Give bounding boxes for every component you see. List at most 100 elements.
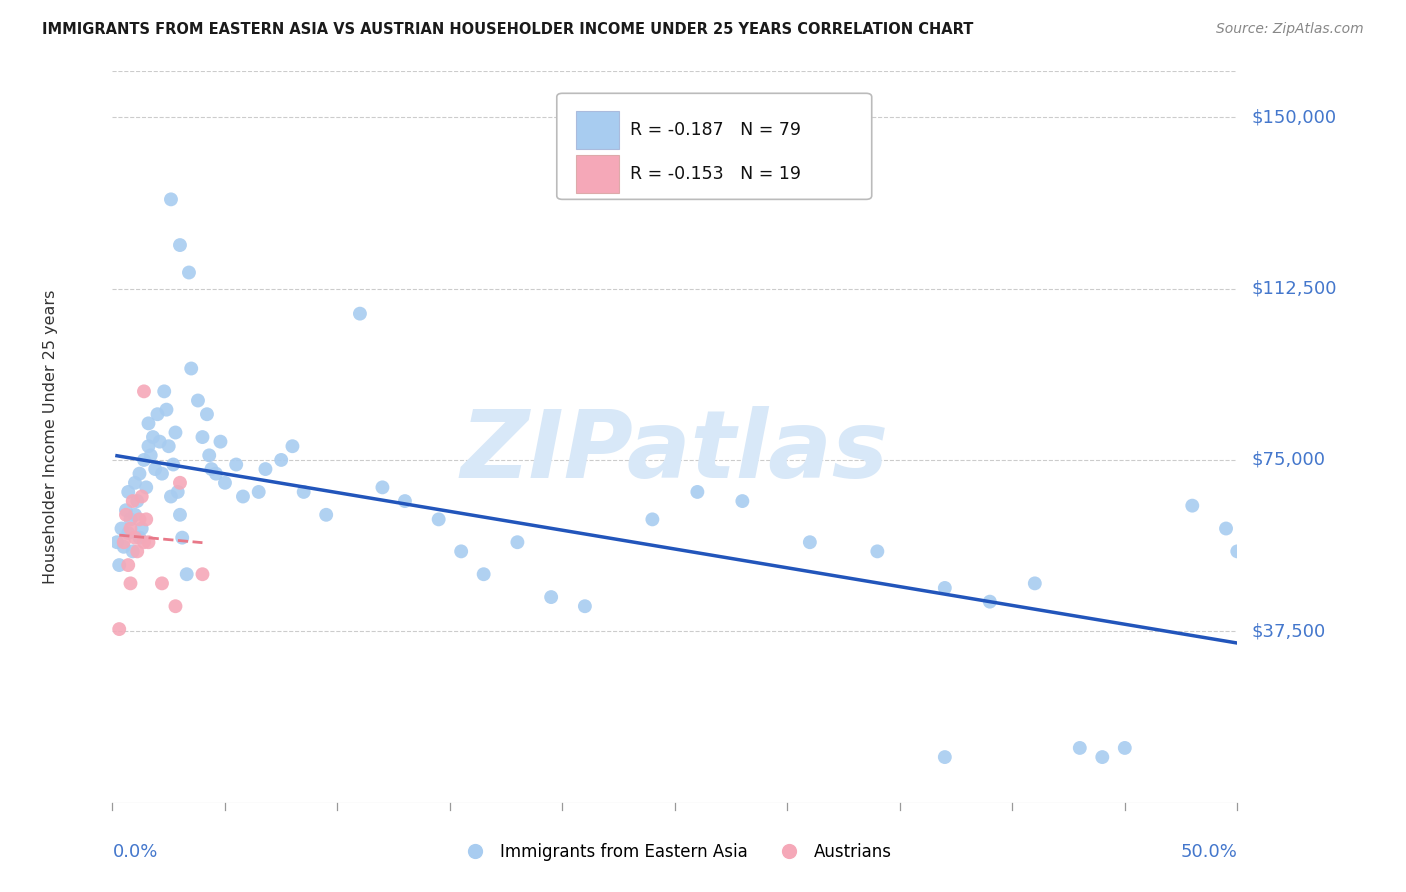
Point bbox=[166, 485, 188, 500]
Point bbox=[574, 599, 596, 614]
Point bbox=[315, 508, 337, 522]
FancyBboxPatch shape bbox=[576, 154, 619, 193]
Text: ZIPatlas: ZIPatlas bbox=[461, 406, 889, 498]
Point bbox=[866, 544, 889, 558]
Point bbox=[153, 384, 176, 399]
Point bbox=[1226, 544, 1249, 558]
Point bbox=[131, 490, 153, 504]
Point bbox=[165, 599, 187, 614]
Point bbox=[1181, 499, 1204, 513]
Point bbox=[124, 475, 146, 490]
Point bbox=[128, 467, 150, 481]
Point bbox=[135, 512, 157, 526]
Point bbox=[292, 485, 315, 500]
Point bbox=[110, 521, 132, 535]
Point bbox=[1215, 521, 1237, 535]
Point bbox=[281, 439, 304, 453]
Text: $112,500: $112,500 bbox=[1251, 279, 1337, 298]
Point bbox=[117, 485, 139, 500]
Point bbox=[139, 448, 162, 462]
Point bbox=[686, 485, 709, 500]
Point bbox=[124, 531, 146, 545]
Point bbox=[641, 512, 664, 526]
Text: $75,000: $75,000 bbox=[1251, 451, 1326, 469]
Point bbox=[117, 558, 139, 573]
Point bbox=[121, 544, 143, 558]
Point bbox=[132, 535, 155, 549]
Point bbox=[540, 590, 562, 604]
Legend: Immigrants from Eastern Asia, Austrians: Immigrants from Eastern Asia, Austrians bbox=[451, 837, 898, 868]
Point bbox=[254, 462, 277, 476]
Point bbox=[132, 453, 155, 467]
Point bbox=[191, 430, 214, 444]
Point bbox=[349, 307, 371, 321]
Text: R = -0.187   N = 79: R = -0.187 N = 79 bbox=[630, 121, 801, 139]
FancyBboxPatch shape bbox=[576, 111, 619, 149]
Point bbox=[450, 544, 472, 558]
Point bbox=[731, 494, 754, 508]
Point bbox=[131, 521, 153, 535]
Point bbox=[187, 393, 209, 408]
Point bbox=[394, 494, 416, 508]
Text: IMMIGRANTS FROM EASTERN ASIA VS AUSTRIAN HOUSEHOLDER INCOME UNDER 25 YEARS CORRE: IMMIGRANTS FROM EASTERN ASIA VS AUSTRIAN… bbox=[42, 22, 973, 37]
Point bbox=[1114, 740, 1136, 755]
Point bbox=[247, 485, 270, 500]
Point bbox=[150, 576, 173, 591]
Point bbox=[169, 508, 191, 522]
Text: R = -0.153   N = 19: R = -0.153 N = 19 bbox=[630, 165, 801, 183]
Point bbox=[160, 192, 183, 206]
Point bbox=[124, 508, 146, 522]
Point bbox=[1069, 740, 1091, 755]
Point bbox=[177, 266, 200, 280]
Point bbox=[180, 361, 202, 376]
Point bbox=[934, 581, 956, 595]
Point bbox=[138, 535, 160, 549]
Point bbox=[934, 750, 956, 764]
Point bbox=[195, 407, 218, 421]
Point bbox=[270, 453, 292, 467]
Point bbox=[232, 490, 254, 504]
Point bbox=[155, 402, 177, 417]
Point bbox=[157, 439, 180, 453]
Text: 0.0%: 0.0% bbox=[112, 843, 157, 861]
Point bbox=[142, 430, 165, 444]
Point bbox=[120, 521, 142, 535]
Point bbox=[138, 417, 160, 431]
Point bbox=[165, 425, 187, 440]
Point bbox=[169, 238, 191, 252]
Point bbox=[120, 576, 142, 591]
Point bbox=[205, 467, 228, 481]
Point bbox=[138, 439, 160, 453]
Point bbox=[371, 480, 394, 494]
Point bbox=[1024, 576, 1046, 591]
Point bbox=[117, 526, 139, 541]
Point bbox=[172, 531, 194, 545]
Point bbox=[427, 512, 450, 526]
Point bbox=[112, 535, 135, 549]
Point bbox=[128, 531, 150, 545]
Text: $150,000: $150,000 bbox=[1251, 108, 1336, 126]
Point bbox=[506, 535, 529, 549]
Text: Householder Income Under 25 years: Householder Income Under 25 years bbox=[44, 290, 58, 584]
Point bbox=[128, 512, 150, 526]
Point bbox=[200, 462, 222, 476]
Point bbox=[143, 462, 166, 476]
Point bbox=[108, 622, 131, 636]
Point bbox=[198, 448, 221, 462]
Point bbox=[979, 594, 1001, 608]
Point bbox=[146, 407, 169, 421]
Point bbox=[132, 384, 155, 399]
Text: 50.0%: 50.0% bbox=[1181, 843, 1237, 861]
Point bbox=[472, 567, 495, 582]
Text: Source: ZipAtlas.com: Source: ZipAtlas.com bbox=[1216, 22, 1364, 37]
Point bbox=[176, 567, 198, 582]
Point bbox=[799, 535, 821, 549]
Point bbox=[121, 494, 143, 508]
Point bbox=[160, 490, 183, 504]
Point bbox=[135, 480, 157, 494]
FancyBboxPatch shape bbox=[557, 94, 872, 200]
Point bbox=[149, 434, 172, 449]
Point bbox=[169, 475, 191, 490]
Point bbox=[225, 458, 247, 472]
Point bbox=[127, 494, 149, 508]
